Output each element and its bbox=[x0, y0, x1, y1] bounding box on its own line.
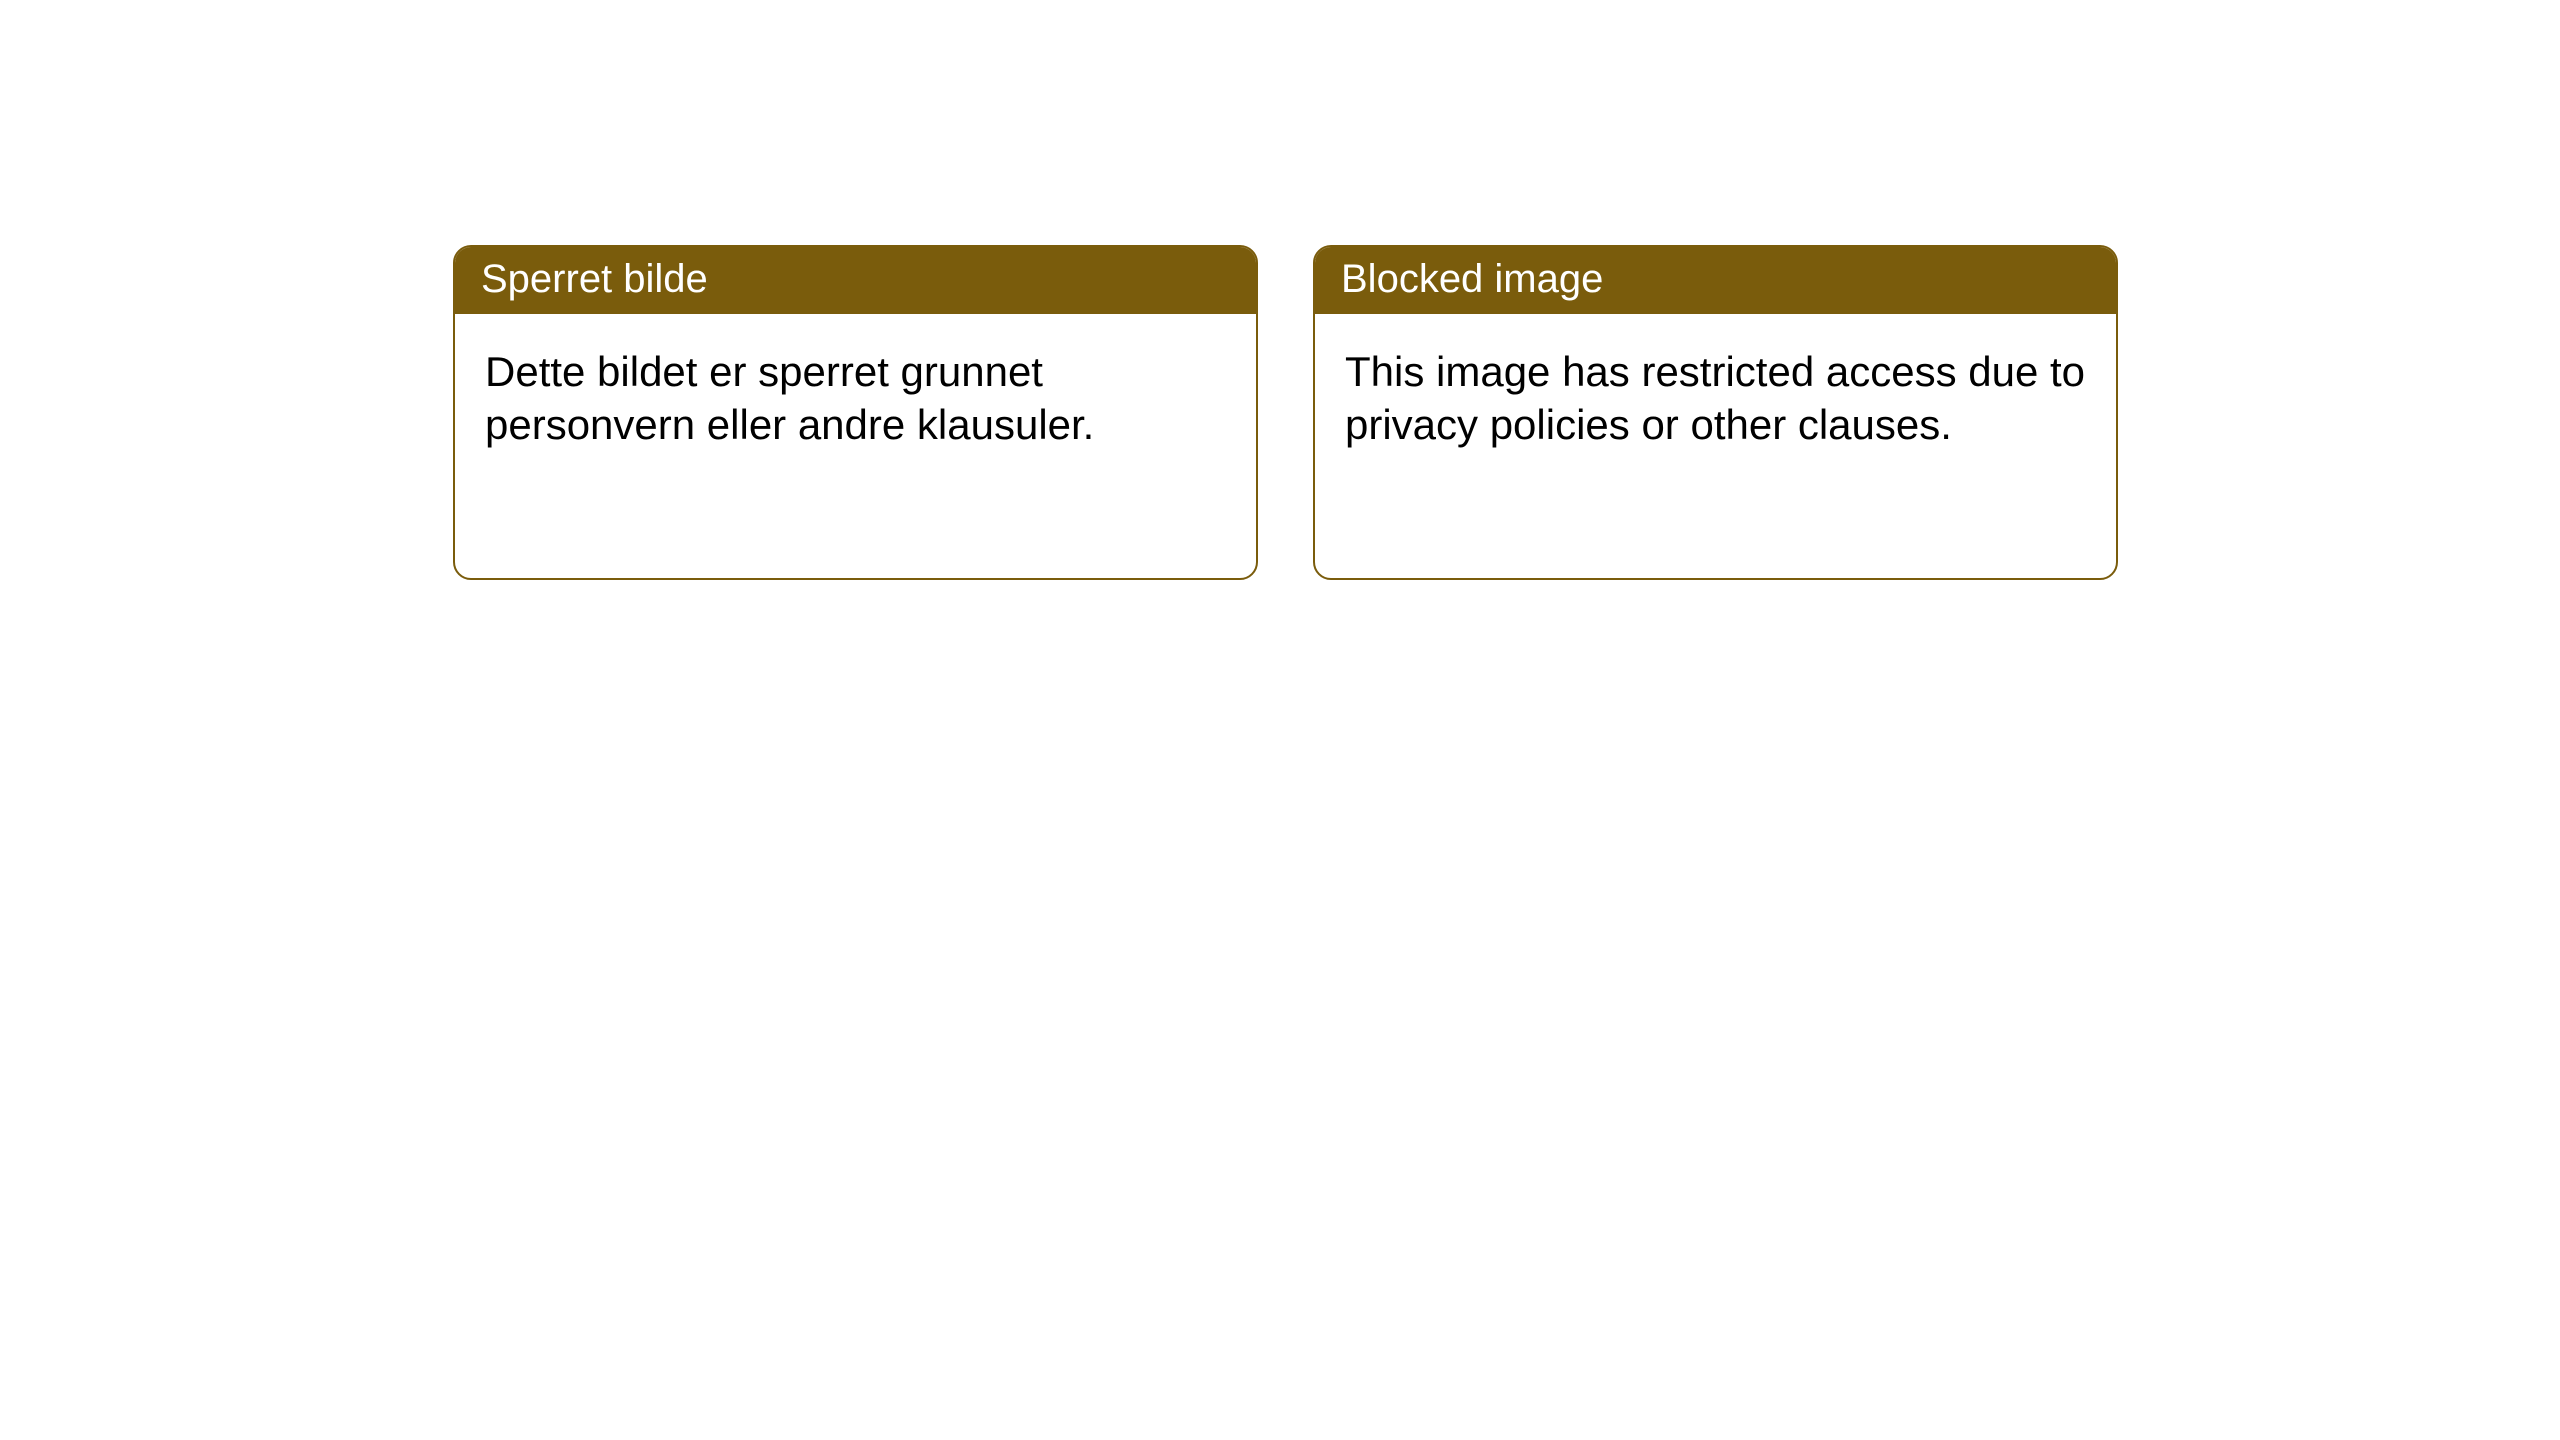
notice-container: Sperret bilde Dette bildet er sperret gr… bbox=[453, 245, 2118, 580]
notice-header-norwegian: Sperret bilde bbox=[455, 247, 1256, 314]
notice-card-norwegian: Sperret bilde Dette bildet er sperret gr… bbox=[453, 245, 1258, 580]
notice-card-english: Blocked image This image has restricted … bbox=[1313, 245, 2118, 580]
notice-body-english: This image has restricted access due to … bbox=[1315, 314, 2116, 481]
notice-header-english: Blocked image bbox=[1315, 247, 2116, 314]
notice-body-norwegian: Dette bildet er sperret grunnet personve… bbox=[455, 314, 1256, 481]
